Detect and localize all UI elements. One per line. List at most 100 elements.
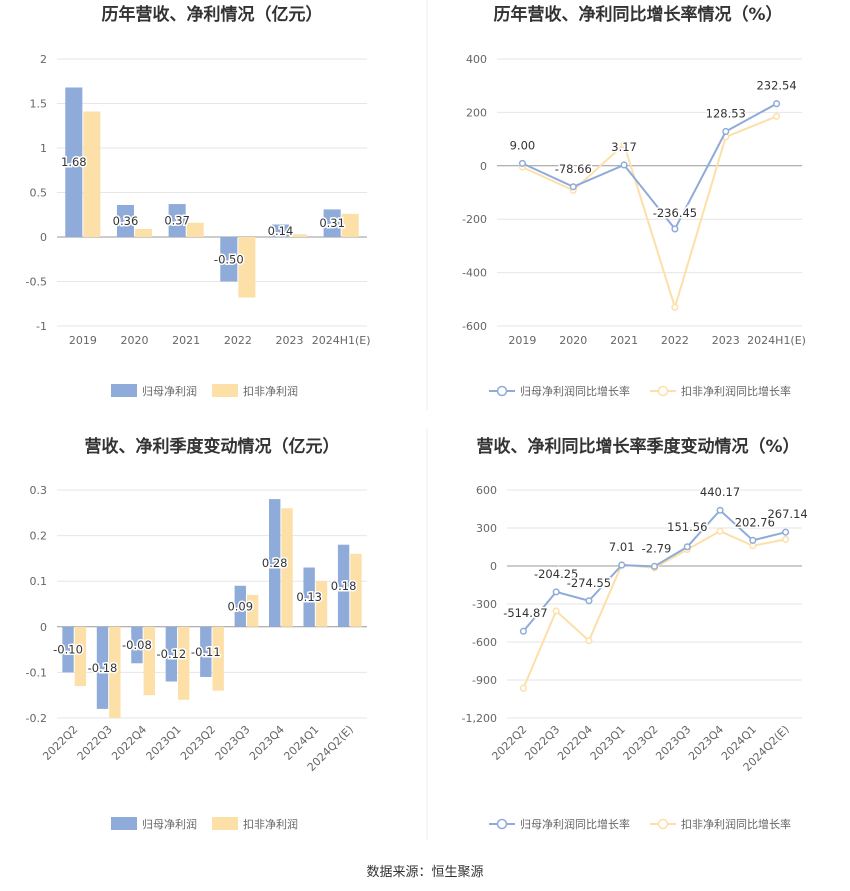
x-tick-label: 2023Q1 xyxy=(588,723,628,763)
y-tick-label: 2 xyxy=(40,53,47,66)
point-deducted-growth xyxy=(552,607,560,615)
x-tick-label: 2023Q4 xyxy=(686,723,726,763)
bar-net-profit xyxy=(337,544,350,627)
y-tick-label: -200 xyxy=(462,213,487,226)
data-label: -514.87 xyxy=(503,606,547,620)
legend-label-deducted-growth: 扣非净利润同比增长率 xyxy=(681,384,791,398)
bar-net-profit xyxy=(234,585,246,627)
data-label: -2.79 xyxy=(642,541,672,555)
x-tick-label: 2022Q4 xyxy=(555,723,595,763)
y-tick-label: 1 xyxy=(40,142,47,155)
x-tick-label: 2022 xyxy=(224,334,252,347)
x-tick-label: 2023 xyxy=(276,334,304,347)
chart-title-quarterly-profit: 营收、净利季度变动情况（亿元） xyxy=(85,436,340,457)
y-tick-label: -1 xyxy=(36,320,47,333)
data-label: 0.28 xyxy=(262,556,288,570)
point-net-growth xyxy=(519,627,527,635)
bar-deducted-profit xyxy=(83,111,101,237)
data-label: -78.66 xyxy=(555,162,592,176)
y-tick-label: -300 xyxy=(472,598,497,611)
data-label: 0.37 xyxy=(164,214,190,228)
bar-deducted-profit xyxy=(178,626,190,700)
x-tick-label: 2023 xyxy=(712,334,740,347)
legend-marker-q-net-growth xyxy=(496,818,508,830)
y-tick-label: -0.1 xyxy=(26,666,47,679)
x-tick-label: 2022Q3 xyxy=(75,723,115,763)
x-tick-label: 2022 xyxy=(661,334,689,347)
bar-deducted-profit xyxy=(143,626,155,696)
line-net-growth xyxy=(521,102,778,231)
y-tick-label: 0.2 xyxy=(30,530,48,543)
x-tick-label: 2023Q3 xyxy=(213,723,253,763)
legend-label-q-deducted-growth: 扣非净利润同比增长率 xyxy=(681,817,791,831)
data-label: -0.11 xyxy=(191,645,221,659)
x-tick-label: 2019 xyxy=(508,334,536,347)
x-tick-label: 2023Q3 xyxy=(653,723,693,763)
y-tick-label: -0.2 xyxy=(26,712,47,725)
y-tick-label: -400 xyxy=(462,267,487,280)
bar-net-profit xyxy=(269,499,281,627)
bar-deducted-profit xyxy=(212,626,224,691)
data-label: 0.36 xyxy=(113,214,139,228)
bar-net-profit xyxy=(168,204,186,237)
plot-annual-growth: 400 200 0 -200 -400 -600 2019 2020 2021 2022 2023 2… xyxy=(462,53,806,347)
x-tick-label: 2021 xyxy=(610,334,638,347)
point-net-growth xyxy=(518,159,526,167)
legend-quarterly-profit: 归母净利润 扣非净利润 xyxy=(111,817,298,831)
legend-quarterly-growth: 归母净利润同比增长率 扣非净利润同比增长率 xyxy=(489,817,791,831)
data-label: 202.76 xyxy=(735,515,775,529)
x-tick-label: 2020 xyxy=(559,334,587,347)
y-tick-label: 400 xyxy=(466,53,487,66)
data-source-label: 数据来源：恒生聚源 xyxy=(366,865,483,880)
point-deducted-growth xyxy=(671,303,679,311)
plot-quarterly-growth: 6003000-300-600-900-1,2002022Q22022Q3202… xyxy=(462,484,810,774)
point-net-growth xyxy=(569,183,577,191)
data-label: -236.45 xyxy=(653,206,697,220)
plot-annual-profit: 2 1.5 1 0.5 0 -0.5 -1 2019 2020 2021 2022 2023 2024H… xyxy=(26,53,371,347)
x-tick-label: 2020 xyxy=(121,334,149,347)
legend-label-deducted-profit: 扣非净利润 xyxy=(243,384,298,398)
y-tick-label: -0.5 xyxy=(26,276,47,289)
bar-net-profit xyxy=(303,567,315,627)
bar-net-profit xyxy=(131,626,143,664)
data-label: -0.12 xyxy=(156,647,186,661)
data-label: 0.18 xyxy=(331,579,357,593)
data-label: -274.55 xyxy=(567,576,611,590)
point-deducted-growth xyxy=(585,637,593,645)
y-tick-label: 0 xyxy=(40,231,47,244)
point-deducted-growth xyxy=(773,112,781,120)
data-label: 1.68 xyxy=(61,155,87,169)
x-tick-label: 2022Q3 xyxy=(522,723,562,763)
point-net-growth xyxy=(722,127,730,136)
bar-net-profit xyxy=(200,626,212,677)
y-tick-label: 0.5 xyxy=(30,187,48,200)
y-tick-label: 0.1 xyxy=(30,575,48,588)
x-tick-label: 2022Q4 xyxy=(109,723,149,763)
y-tick-label: -900 xyxy=(472,674,497,687)
data-label: -0.08 xyxy=(122,638,152,652)
bar-deducted-profit xyxy=(246,594,259,627)
x-tick-label: 2022Q2 xyxy=(489,723,529,763)
point-net-growth xyxy=(749,536,757,544)
data-label: 9.00 xyxy=(510,138,536,152)
bar-deducted-profit xyxy=(186,222,204,237)
data-label: 7.01 xyxy=(609,540,635,554)
bar-net-profit xyxy=(96,626,109,709)
data-label: 440.17 xyxy=(700,485,740,499)
y-tick-label: -600 xyxy=(472,636,497,649)
data-label: 0.14 xyxy=(268,224,294,238)
point-net-growth xyxy=(671,225,679,233)
point-deducted-growth xyxy=(620,140,628,148)
bar-deducted-profit xyxy=(290,234,308,237)
bar-deducted-profit xyxy=(135,228,153,237)
x-tick-label: 2021 xyxy=(172,334,200,347)
legend-label-q-net-profit: 归母净利润 xyxy=(142,817,197,831)
bar-net-profit xyxy=(165,626,178,682)
y-tick-label: 200 xyxy=(466,106,487,119)
point-deducted-growth xyxy=(519,684,527,692)
bar-net-profit xyxy=(116,204,134,237)
y-tick-label: 1.5 xyxy=(30,98,48,111)
legend-label-q-deducted-profit: 扣非净利润 xyxy=(243,817,298,831)
data-label: 267.14 xyxy=(767,507,807,521)
bar-net-profit xyxy=(271,224,289,237)
